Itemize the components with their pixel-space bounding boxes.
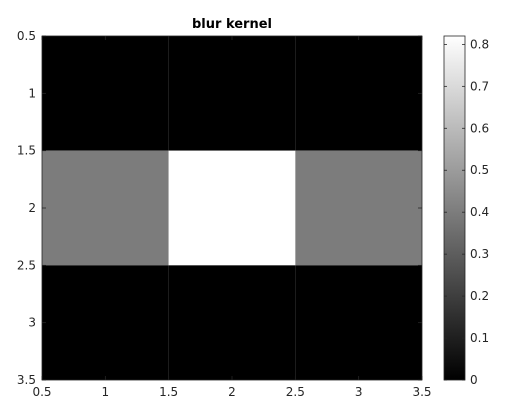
colorbar-tick-label: 0.1 — [470, 331, 489, 345]
heatmap-cell-r2-c2 — [168, 150, 296, 266]
colorbar: 0 0.1 0.2 0.3 0.4 0.5 0.6 0.7 0.8 — [443, 35, 489, 387]
colorbar-tick-label: 0.8 — [470, 37, 489, 51]
heatmap-cell-r3-c2 — [168, 265, 296, 380]
heatmap-cell-r1-c3 — [295, 36, 422, 151]
heatmap-cell-r1-c2 — [168, 36, 296, 151]
y-tick-label: 1.5 — [17, 144, 36, 158]
y-tick-label: 3 — [28, 316, 36, 330]
y-tick-label: 0.5 — [17, 29, 36, 43]
colorbar-tick-label: 0.6 — [470, 121, 489, 135]
y-tick-label: 2 — [28, 201, 36, 215]
colorbar-tick-label: 0.4 — [470, 205, 489, 219]
heatmap-cell-r2-c1 — [42, 150, 169, 266]
colorbar-tick-label: 0.5 — [470, 163, 489, 177]
heatmap-cell-r3-c3 — [295, 265, 422, 380]
colorbar-tick-label: 0.7 — [470, 79, 489, 93]
y-tick-label: 3.5 — [17, 373, 36, 387]
x-tick-label: 3 — [355, 385, 363, 399]
colorbar-tick-label: 0.2 — [470, 289, 489, 303]
heatmap-cell-r1-c1 — [42, 36, 169, 151]
chart-title: blur kernel — [192, 17, 272, 32]
x-tick-label: 3.5 — [412, 385, 431, 399]
y-tick-label: 1 — [28, 86, 36, 100]
heatmap-cell-r3-c1 — [42, 265, 169, 380]
x-tick-label: 2 — [228, 385, 236, 399]
y-axis: 0.5 1 1.5 2 2.5 3 3.5 — [17, 29, 422, 387]
y-tick-label: 2.5 — [17, 258, 36, 272]
x-tick-label: 0.5 — [32, 385, 51, 399]
plot-area — [41, 35, 423, 381]
colorbar-gradient — [443, 35, 466, 381]
x-tick-label: 1.5 — [159, 385, 178, 399]
x-axis: 0.5 1 1.5 2 2.5 3 3.5 — [32, 36, 432, 399]
heatmap-cell-r2-c3 — [295, 150, 422, 266]
x-tick-label: 2.5 — [286, 385, 305, 399]
colorbar-tick-label: 0.3 — [470, 247, 489, 261]
colorbar-tick-label: 0 — [470, 373, 478, 387]
x-tick-label: 1 — [102, 385, 110, 399]
